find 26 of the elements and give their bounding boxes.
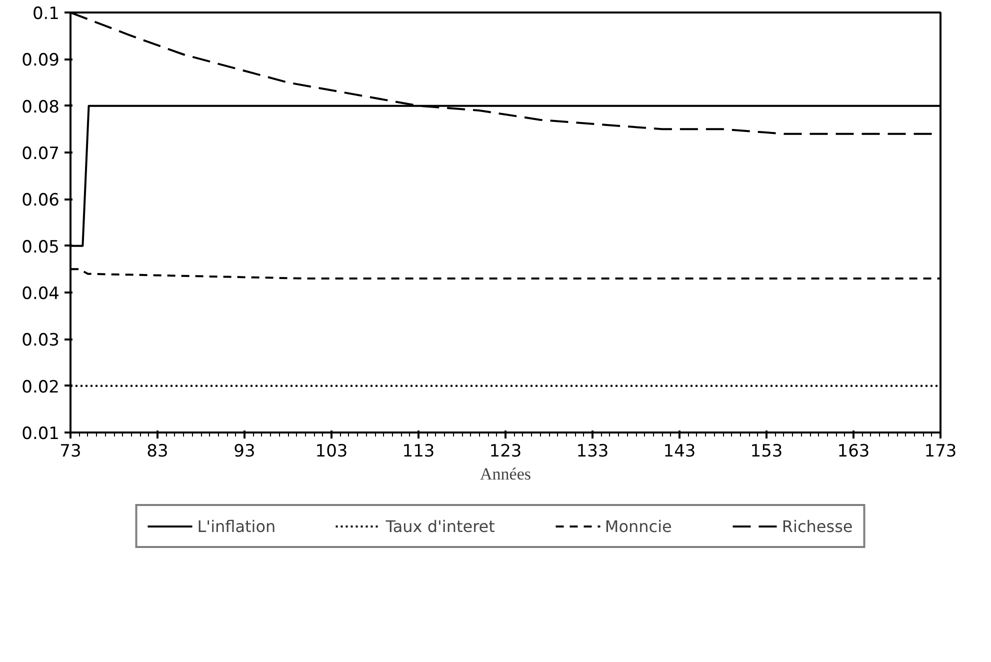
y-tick-label: 0.1 [32,4,60,24]
legend-label: Richesse [782,516,853,536]
x-tick-label: 173 [924,442,957,462]
x-tick-label: 163 [837,442,870,462]
y-tick-label: 0.07 [22,144,60,164]
x-tick-label: 113 [402,442,435,462]
x-tick-label: 103 [315,442,348,462]
y-tick-label: 0.01 [22,424,60,444]
y-tick-label: 0.06 [22,190,60,211]
y-tick-label: 0.02 [22,377,60,398]
y-tick-label: 0.03 [22,330,60,351]
y-tick-label: 0.08 [22,97,60,118]
y-tick-label: 0.05 [22,237,60,258]
x-tick-label: 143 [663,442,696,462]
y-tick-label: 0.04 [22,284,60,304]
x-tick-label: 133 [576,442,609,462]
y-tick-label: 0.09 [22,50,60,71]
x-tick-label: 73 [60,442,82,462]
legend-label: Taux d'interet [386,516,495,536]
x-tick-label: 83 [146,442,168,462]
x-tick-label: 93 [234,442,256,462]
legend-label: Monncie [604,516,672,536]
x-tick-label: 123 [489,442,522,462]
legend-label: L'inflation [197,516,276,536]
x-axis-title: Années [480,464,531,484]
x-tick-label: 153 [750,442,783,462]
